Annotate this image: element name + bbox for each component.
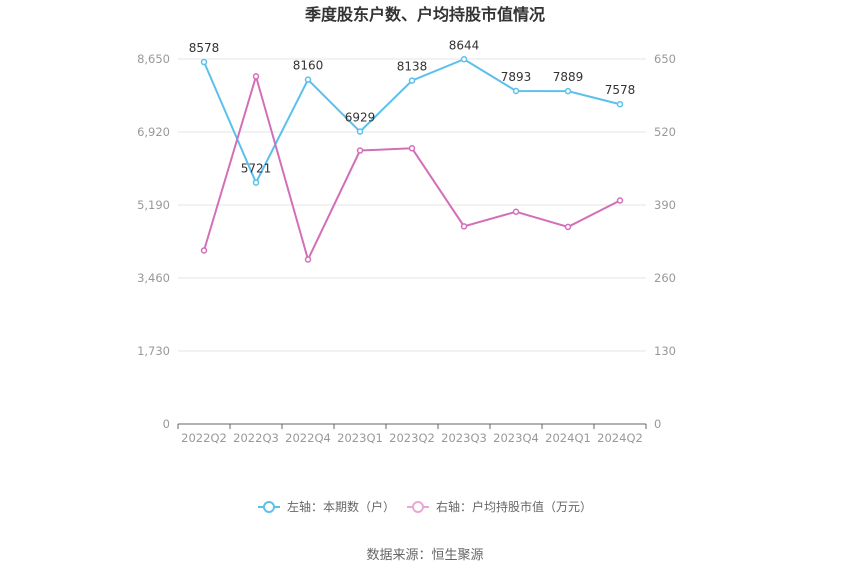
- data-label: 7889: [553, 70, 584, 84]
- x-tick-label: 2023Q2: [389, 431, 435, 445]
- data-label: 7893: [501, 70, 532, 84]
- x-tick-label: 2022Q2: [181, 431, 227, 445]
- data-point-right: [512, 208, 520, 215]
- data-point-right: [616, 197, 624, 204]
- data-point-right: [460, 223, 468, 230]
- right-tick-label: 650: [654, 52, 676, 66]
- right-tick-label: 260: [654, 271, 676, 285]
- right-axis-ticks: 0 130 260 390 520 650: [654, 52, 676, 431]
- right-tick-label: 520: [654, 125, 676, 139]
- legend-item-right-series[interactable]: 右轴：户均持股市值（万元）: [407, 499, 592, 514]
- left-tick-label: 5,190: [137, 198, 170, 212]
- data-point-right: [200, 247, 208, 254]
- legend-label-right: 右轴：户均持股市值（万元）: [436, 499, 592, 514]
- chart-title: 季度股东户数、户均持股市值情况: [304, 5, 545, 24]
- left-tick-label: 3,460: [137, 271, 170, 285]
- data-point-left: [616, 100, 624, 108]
- data-point-left: [200, 58, 208, 66]
- data-label: 8644: [449, 38, 480, 52]
- legend-label-left: 左轴：本期数（户）: [287, 499, 395, 514]
- left-axis-ticks: 0 1,730 3,460 5,190 6,920 8,650: [137, 52, 170, 431]
- data-labels: 8578 5721 8160 6929 8138 8644 7893 7889 7578: [189, 38, 636, 175]
- legend[interactable]: 左轴：本期数（户） 右轴：户均持股市值（万元）: [258, 499, 592, 514]
- x-tick-label: 2023Q4: [493, 431, 539, 445]
- data-point-left: [460, 56, 468, 63]
- data-point-left: [304, 76, 312, 83]
- data-label: 8578: [189, 41, 220, 55]
- right-tick-label: 390: [654, 198, 676, 212]
- left-tick-label: 6,920: [137, 125, 170, 139]
- x-tick-label: 2023Q1: [337, 431, 383, 445]
- x-tick-label: 2022Q4: [285, 431, 331, 445]
- legend-marker-right: [412, 501, 424, 513]
- data-label: 7578: [605, 83, 636, 97]
- x-axis: 2022Q2 2022Q3 2022Q4 2023Q1 2023Q2 2023Q3 2023…: [177, 423, 647, 445]
- x-tick-label: 2024Q1: [545, 431, 591, 445]
- grid-lines: [178, 58, 646, 352]
- x-tick-label: 2024Q2: [597, 431, 643, 445]
- series-layer: [200, 56, 624, 263]
- data-point-right: [356, 147, 364, 154]
- source-note: 数据来源：恒生聚源: [366, 548, 483, 563]
- left-tick-label: 8,650: [137, 52, 170, 66]
- data-point-left: [356, 128, 364, 135]
- data-point-left: [252, 179, 260, 186]
- x-tick-label: 2023Q3: [441, 431, 487, 445]
- data-point-right: [252, 73, 260, 80]
- data-label: 5721: [241, 162, 272, 176]
- right-tick-label: 0: [654, 417, 661, 431]
- data-point-right: [408, 145, 416, 152]
- left-tick-label: 1,730: [137, 344, 170, 358]
- legend-item-left-series[interactable]: 左轴：本期数（户）: [258, 499, 395, 514]
- data-point-right: [304, 256, 312, 263]
- left-tick-label: 0: [163, 417, 170, 431]
- right-tick-label: 130: [654, 344, 676, 358]
- data-point-left: [512, 87, 520, 95]
- data-label: 6929: [345, 111, 376, 125]
- data-label: 8138: [397, 60, 428, 74]
- data-point-left: [564, 87, 572, 95]
- data-point-right: [564, 223, 572, 231]
- data-label: 8160: [293, 59, 324, 73]
- x-tick-label: 2022Q3: [233, 431, 279, 445]
- data-point-left: [408, 77, 416, 84]
- legend-marker-left: [263, 501, 275, 513]
